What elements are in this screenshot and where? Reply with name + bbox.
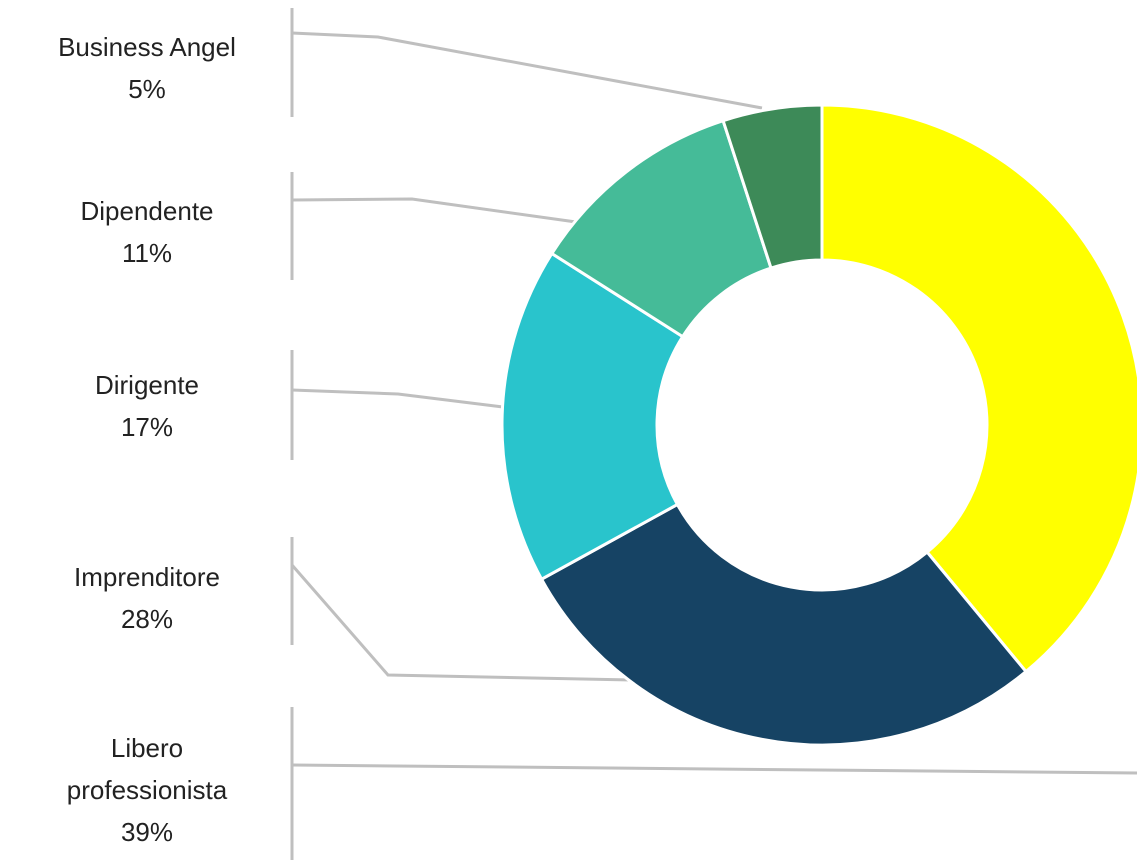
slice [539, 502, 1029, 747]
category-label: Business Angel [58, 32, 236, 62]
leader-line [290, 564, 633, 682]
value-label: 11% [121, 238, 173, 268]
data-label: Imprenditore 28% [32, 556, 262, 640]
leader-line [291, 388, 504, 409]
slice [500, 251, 685, 582]
value-label: 5% [128, 74, 166, 104]
value-label: 17% [120, 412, 174, 442]
category-label: Dipendente [80, 196, 214, 226]
category-label: Dirigente [94, 370, 200, 400]
category-label: Imprenditore [74, 562, 220, 592]
slice [820, 103, 1137, 674]
leader-line [291, 763, 1137, 775]
data-label: Business Angel 5% [32, 26, 262, 110]
value-label: 28% [120, 604, 174, 634]
category-label: Libero professionista [66, 733, 228, 805]
leader-lines [290, 8, 1137, 860]
donut [500, 103, 1137, 747]
leader-line [291, 197, 577, 224]
data-label: Dirigente 17% [32, 364, 262, 448]
data-label: Libero professionista 39% [32, 727, 262, 853]
slice [721, 103, 824, 270]
data-label: Dipendente 11% [32, 190, 262, 274]
leader-line [291, 31, 763, 110]
value-label: 39% [120, 817, 174, 847]
